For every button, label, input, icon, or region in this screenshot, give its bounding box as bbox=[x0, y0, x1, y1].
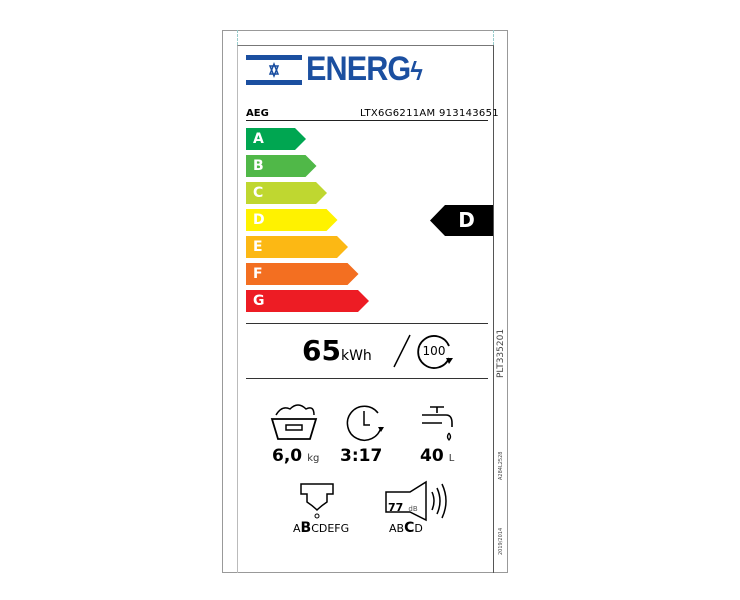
spin-class-prefix: A bbox=[293, 522, 301, 535]
regulation-number: 2019/2014 bbox=[498, 527, 504, 555]
noise-value: 77 bbox=[388, 501, 404, 514]
brand: AEG bbox=[246, 108, 269, 119]
label-code: A284L2528 bbox=[498, 451, 504, 480]
crop-mark bbox=[493, 30, 494, 45]
water-consumption: 40 L bbox=[420, 446, 454, 466]
divider bbox=[246, 323, 488, 324]
energy-consumption: 65kWh bbox=[302, 334, 372, 367]
israel-flag-icon bbox=[246, 55, 302, 85]
clock-icon bbox=[346, 405, 384, 441]
water-value: 40 bbox=[420, 446, 444, 466]
program-duration: 3:17 bbox=[340, 446, 383, 466]
spin-drying-shirt-icon bbox=[300, 483, 334, 519]
energy-class-bar-a: A bbox=[246, 128, 306, 150]
spin-class-suffix: CDEFG bbox=[311, 522, 350, 535]
spin-class-rating: B bbox=[300, 520, 312, 536]
speaker-icon bbox=[385, 480, 447, 522]
logo-text: ENERG bbox=[306, 50, 411, 88]
water-unit: L bbox=[448, 453, 455, 464]
lightning-icon: ϟ bbox=[410, 56, 422, 86]
noise-class-prefix: AB bbox=[389, 522, 405, 535]
energy-logo: ENERGϟ bbox=[306, 50, 423, 89]
noise-class-rating: C bbox=[404, 520, 415, 536]
energy-class-bar-b: B bbox=[246, 155, 317, 177]
energy-class-bar-c: C bbox=[246, 182, 327, 204]
water-tap-icon bbox=[422, 406, 453, 441]
noise-class: ABCD bbox=[389, 520, 423, 536]
slash bbox=[393, 334, 411, 368]
energy-unit: kWh bbox=[340, 348, 372, 364]
crop-mark bbox=[237, 30, 238, 45]
energy-class-bar-g: G bbox=[246, 290, 369, 312]
divider bbox=[246, 378, 488, 379]
energy-class-bar-f: F bbox=[246, 263, 359, 285]
noise-class-suffix: D bbox=[414, 522, 423, 535]
label-outer-border bbox=[222, 30, 508, 573]
capacity-value: 6,0 bbox=[272, 446, 303, 466]
capacity-unit: kg bbox=[307, 453, 320, 464]
noise-unit: dB bbox=[408, 505, 418, 513]
capacity: 6,0 kg bbox=[272, 446, 319, 466]
energy-class-bar-d: D bbox=[246, 209, 338, 231]
label-frame bbox=[237, 45, 494, 573]
model-number: LTX6G6211AM 913143651 bbox=[360, 108, 499, 119]
product-code: PLT335201 bbox=[496, 328, 506, 378]
rating-pointer: D bbox=[430, 205, 493, 236]
energy-value: 65 bbox=[302, 334, 341, 367]
energy-class-bar-e: E bbox=[246, 236, 348, 258]
cycles-icon: 100 bbox=[416, 334, 453, 370]
divider bbox=[246, 120, 488, 121]
noise-level: 77 dB bbox=[388, 496, 418, 515]
spin-class: ABCDEFG bbox=[293, 520, 349, 536]
cycles-value: 100 bbox=[422, 344, 446, 358]
laundry-basket-icon bbox=[270, 404, 318, 440]
